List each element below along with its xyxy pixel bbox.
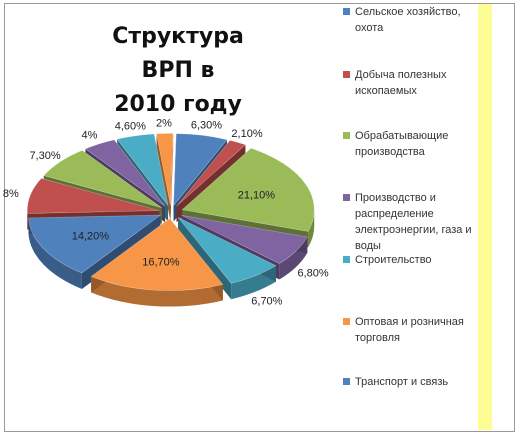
legend-swatch-icon: [343, 194, 350, 201]
pie-data-label: 8%: [3, 188, 19, 200]
legend-highlight-bar: [478, 4, 492, 430]
chart-title: Структура ВРП в 2010 году: [88, 20, 268, 122]
pie-slice-top: [43, 150, 162, 209]
pie-slice-top: [27, 178, 160, 214]
pie-data-label: 7,30%: [29, 150, 60, 162]
pie-data-label: 2,10%: [231, 128, 262, 140]
pie-slice-top: [176, 139, 247, 207]
chart-title-line-1: Структура ВРП в: [112, 24, 244, 83]
pie-data-label: 14,20%: [72, 230, 110, 242]
pie-slice-top: [84, 139, 166, 207]
legend-swatch-icon: [343, 256, 350, 263]
legend-swatch-icon: [343, 318, 350, 325]
pie-data-label: 4,60%: [115, 120, 146, 132]
pie-slice-top: [181, 147, 315, 232]
legend-label: Сельское хозяйство, охота: [355, 6, 461, 34]
pie-slice-side: [308, 209, 315, 248]
pie-slice-side: [28, 217, 82, 289]
pie-data-label: 6,70%: [251, 295, 282, 307]
pie-slice-side: [91, 276, 223, 307]
pie-slice-top: [156, 133, 174, 206]
pie-slice-face: [170, 133, 174, 222]
legend-swatch-icon: [343, 378, 350, 385]
legend-item: Сельское хозяйство, охота: [340, 4, 480, 36]
legend-swatch-icon: [343, 71, 350, 78]
legend-item: Обрабатывающие производства: [340, 128, 480, 160]
legend-label: Обрабатывающие производства: [355, 130, 449, 158]
legend-label: Производство и распределение электроэнер…: [355, 192, 472, 252]
pie-data-label: 16,70%: [142, 256, 180, 268]
legend-label: Строительство: [355, 254, 432, 266]
legend-margin: [492, 4, 510, 430]
legend-item: Строительство: [340, 252, 480, 268]
pie-data-label: 2%: [156, 118, 172, 130]
pie-slice-top: [181, 214, 308, 264]
legend-label: Оптовая и розничная торговля: [355, 316, 464, 344]
pie-data-label: 6,30%: [191, 120, 222, 132]
pie-data-label: 4%: [81, 129, 97, 141]
legend-swatch-icon: [343, 132, 350, 139]
legend-swatch-icon: [343, 8, 350, 15]
pie-data-label: 6,80%: [298, 267, 329, 279]
legend-item: Добыча полезных ископаемых: [340, 67, 480, 99]
pie-slice-top: [90, 218, 224, 291]
legend-label: Транспорт и связь: [355, 376, 449, 388]
pie-slice: [156, 133, 174, 222]
legend-item: Оптовая и розничная торговля: [340, 314, 480, 346]
pie-slice-top: [28, 214, 162, 274]
legend-item: Транспорт и связь: [340, 374, 480, 390]
pie-slice-face: [156, 133, 171, 222]
pie-slice-top: [116, 133, 169, 206]
pie-data-label: 21,10%: [238, 190, 276, 202]
legend-label: Добыча полезных ископаемых: [355, 69, 447, 97]
pie-slice: [90, 218, 224, 307]
legend-item: Производство и распределение электроэнер…: [340, 190, 480, 254]
chart-title-line-2: 2010 году: [114, 92, 242, 117]
pie-slice-top: [173, 133, 228, 207]
pie-slice-top: [177, 217, 277, 284]
